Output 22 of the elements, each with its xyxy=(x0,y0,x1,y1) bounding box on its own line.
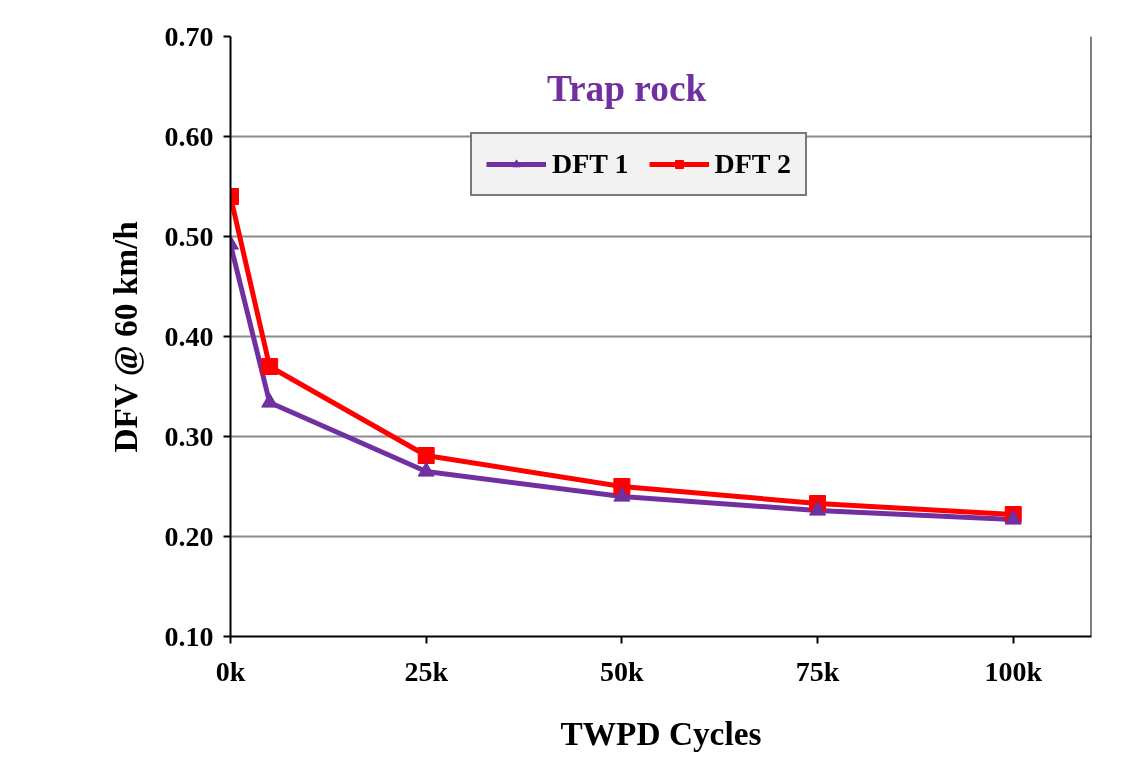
point xyxy=(613,486,631,502)
x-tick-label: 0k xyxy=(215,655,246,687)
point xyxy=(261,358,279,375)
x-tick-label: 25k xyxy=(404,655,449,687)
y-tick-label: 0.50 xyxy=(164,220,214,252)
x-tick-label: 100k xyxy=(984,655,1043,687)
y-tick-label: 0.70 xyxy=(164,20,214,52)
point xyxy=(417,461,435,477)
y-tick-label: 0.20 xyxy=(164,520,214,552)
point xyxy=(809,500,827,516)
y-tick-label: 0.10 xyxy=(164,620,214,652)
x-tick-label: 75k xyxy=(795,655,840,687)
legend-label: DFT 1 xyxy=(552,148,629,180)
y-tick-label: 0.40 xyxy=(164,320,214,352)
text: Trap rock xyxy=(546,67,707,109)
y-tick-label: 0.30 xyxy=(164,420,214,452)
y-axis-title: DFV @ 60 km/h xyxy=(106,220,144,453)
legend-label: DFT 2 xyxy=(714,148,791,180)
x-axis-title: TWPD Cycles xyxy=(560,714,762,752)
point xyxy=(417,447,435,464)
x-tick-label: 50k xyxy=(600,655,645,687)
y-tick-label: 0.60 xyxy=(164,120,214,152)
